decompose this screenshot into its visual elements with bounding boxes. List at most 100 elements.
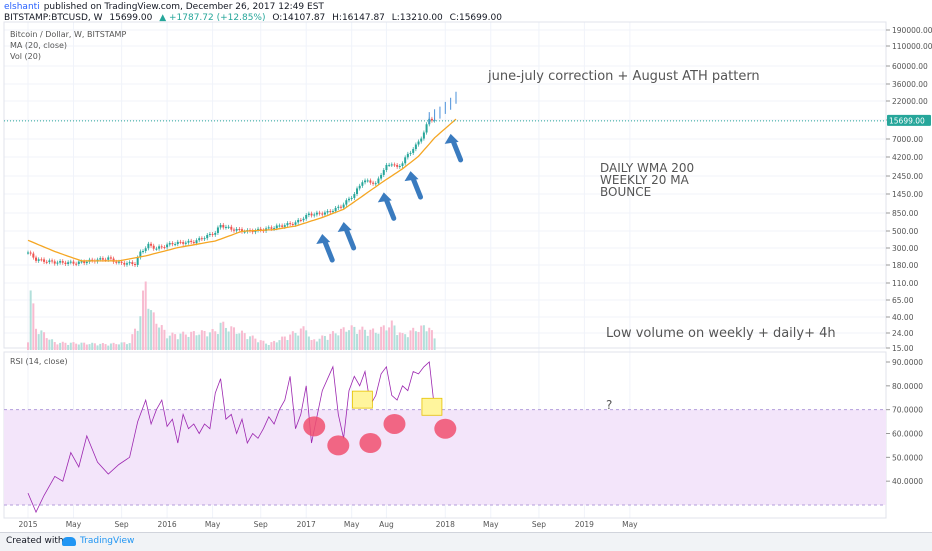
candle-body (414, 144, 417, 150)
author-name[interactable]: elshanti (4, 2, 40, 12)
candle-body (107, 257, 110, 260)
vol-legend[interactable]: Vol (20) (10, 52, 41, 61)
price-tick-label: 40.00 (892, 313, 914, 322)
volume-bar (241, 330, 243, 350)
volume-annotation: Low volume on weekly + daily+ 4h (606, 326, 836, 341)
volume-bar (321, 335, 324, 350)
volume-bar (203, 330, 206, 350)
candle-body (380, 174, 383, 179)
volume-bar (230, 326, 233, 350)
volume-bar (404, 334, 407, 350)
publish-line: elshanti published on TradingView.com, De… (4, 2, 328, 12)
candle-body (283, 225, 286, 227)
volume-bar (414, 331, 417, 350)
volume-bar (430, 330, 433, 350)
candle-body (318, 212, 321, 214)
candle-body (412, 149, 415, 153)
candle-body (83, 261, 86, 264)
price-tick-label: 110000.00 (892, 42, 932, 51)
volume-bar (72, 342, 75, 350)
volume-bar (374, 332, 377, 350)
candle-body (112, 258, 115, 262)
x-tick-label: 2016 (158, 520, 177, 529)
candle-body (321, 213, 324, 215)
volume-bar (195, 335, 198, 350)
candle-body (238, 228, 241, 230)
candle-body (72, 261, 75, 264)
candle-body (227, 226, 230, 228)
volume-bar (91, 342, 94, 350)
rsi-support-circle (383, 413, 406, 434)
volume-bar (208, 332, 211, 350)
volume-bar (131, 334, 134, 350)
volume-bar (109, 343, 112, 350)
candle-body (409, 152, 412, 154)
volume-bar (136, 330, 139, 350)
price-tick-label: 300.00 (892, 244, 918, 253)
volume-bar (364, 329, 367, 350)
volume-bar (313, 339, 316, 350)
candle-body (251, 230, 254, 233)
candle-body (174, 244, 177, 246)
candle-body (51, 260, 54, 262)
candle-body (310, 213, 313, 216)
volume-bar (224, 327, 227, 350)
price-tick-label: 60000.00 (892, 62, 928, 71)
rsi-axis[interactable]: 90.0000 80.0000 70.0000 60.0000 50.0000 40.00… (886, 358, 923, 486)
bounce-arrow-shaft (383, 195, 397, 221)
candle-body (374, 183, 377, 185)
volume-bar (112, 342, 115, 350)
volume-bar (393, 325, 396, 350)
chart-title[interactable]: Bitcoin / Dollar, W, BITSTAMP (10, 30, 127, 39)
candle-body (77, 261, 80, 264)
x-tick-label: 2017 (297, 520, 316, 529)
price-axis[interactable]: 190000.00 110000.00 60000.00 36000.00 22000.… (886, 26, 932, 353)
candle-body (425, 124, 428, 133)
symbol-label[interactable]: BITSTAMP:BTCUSD, W (4, 13, 103, 23)
price-tick-label: 36000.00 (892, 80, 928, 89)
candle-body (192, 241, 195, 244)
rsi-legend[interactable]: RSI (14, close) (10, 357, 68, 366)
wma-annotation-line1: DAILY WMA 200 (600, 161, 694, 175)
volume-bar (246, 339, 249, 350)
price-tick-label: 190000.00 (892, 26, 932, 35)
volume-bar (163, 329, 166, 350)
candle-body (345, 200, 348, 205)
candle-body (406, 153, 409, 158)
volume-bar (61, 341, 64, 350)
candle-body (176, 241, 179, 245)
candle-body (417, 141, 420, 145)
candle-body (337, 206, 340, 208)
candle-body (56, 262, 59, 264)
price-tick-label: 15.00 (892, 344, 914, 353)
rsi-highlight-square (421, 397, 443, 416)
volume-bar (32, 303, 35, 350)
price-change: ▲ +1787.72 (+12.85%) (159, 13, 266, 23)
price-tick-label: 2450.00 (892, 172, 923, 181)
tradingview-brand[interactable]: TradingView (80, 536, 135, 546)
ma-legend[interactable]: MA (20, close) (10, 41, 68, 50)
price-tick-label: 180.00 (892, 261, 918, 270)
candle-body (331, 211, 334, 213)
volume-bar (192, 331, 195, 350)
time-axis[interactable]: 2015 May Sep 2016 May Sep 2017 May Aug 2018 May Sep… (18, 520, 638, 529)
candle-body (117, 261, 120, 263)
candle-body (128, 262, 131, 264)
candle-body (160, 246, 163, 248)
volume-bar (406, 337, 409, 350)
rsi-highlight-square (351, 390, 373, 409)
price-panel[interactable] (3, 21, 887, 349)
price-tick-label: 110.00 (892, 279, 918, 288)
x-tick-label: May (205, 520, 221, 529)
volume-bar (420, 325, 423, 350)
footer: Created with TradingView (0, 532, 932, 551)
volume-bar (382, 325, 385, 350)
price-tick-label: 1450.00 (892, 190, 923, 199)
candle-body (278, 225, 281, 227)
candle-body (257, 228, 260, 231)
volume-bar (232, 327, 235, 350)
candle-body (267, 227, 270, 229)
volume-bar (93, 343, 96, 350)
x-tick-label: 2019 (575, 520, 594, 529)
